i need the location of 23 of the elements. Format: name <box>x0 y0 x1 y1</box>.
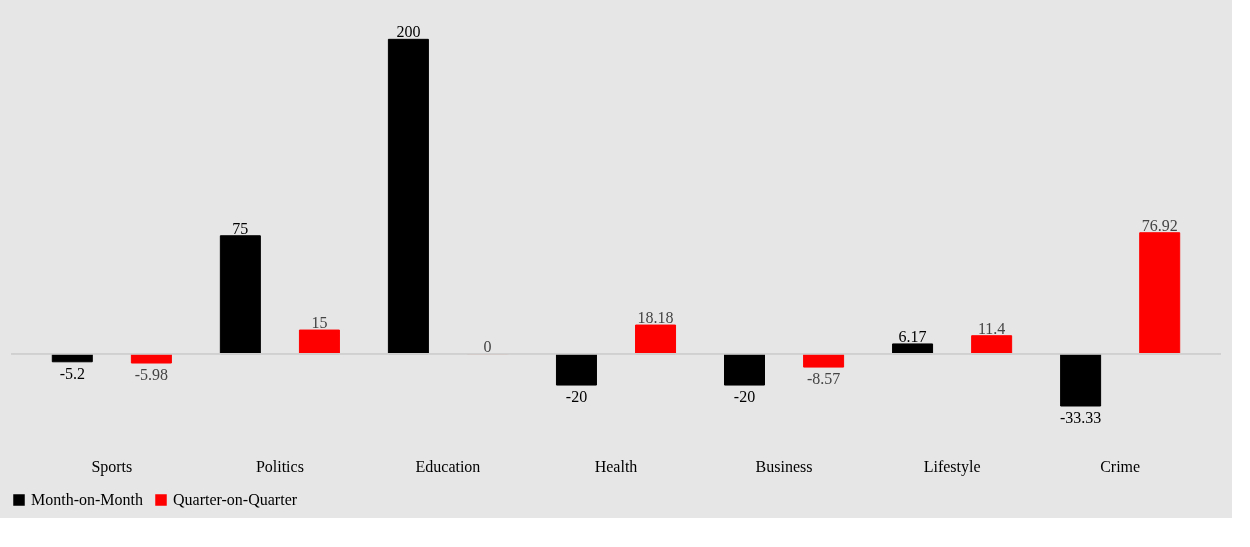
data-label: 6.17 <box>898 327 927 345</box>
legend-label: Quarter-on-Quarter <box>173 491 298 508</box>
x-tick-label: Politics <box>255 457 304 475</box>
data-label: -5.98 <box>134 366 169 384</box>
data-label: -8.57 <box>806 370 841 388</box>
data-label: -33.33 <box>1059 409 1102 426</box>
data-label: 200 <box>396 23 421 41</box>
data-label: -20 <box>565 388 588 406</box>
data-label: 0 <box>483 337 492 355</box>
legend-label: Month-on-Month <box>31 491 143 508</box>
data-label: 76.92 <box>1141 216 1178 234</box>
data-label: -20 <box>733 388 756 406</box>
data-label: -5.2 <box>59 364 85 382</box>
data-label: 18.18 <box>637 309 674 327</box>
x-tick-label: Education <box>415 457 481 475</box>
x-tick-label: Business <box>755 457 813 475</box>
x-tick-label: Health <box>594 457 638 475</box>
data-label: 11.4 <box>977 319 1006 337</box>
x-tick-label: Sports <box>91 457 133 476</box>
x-tick-label: Lifestyle <box>923 457 981 476</box>
x-tick-label: Crime <box>1100 457 1141 475</box>
data-label: 15 <box>311 314 328 332</box>
data-label: 75 <box>232 219 249 237</box>
